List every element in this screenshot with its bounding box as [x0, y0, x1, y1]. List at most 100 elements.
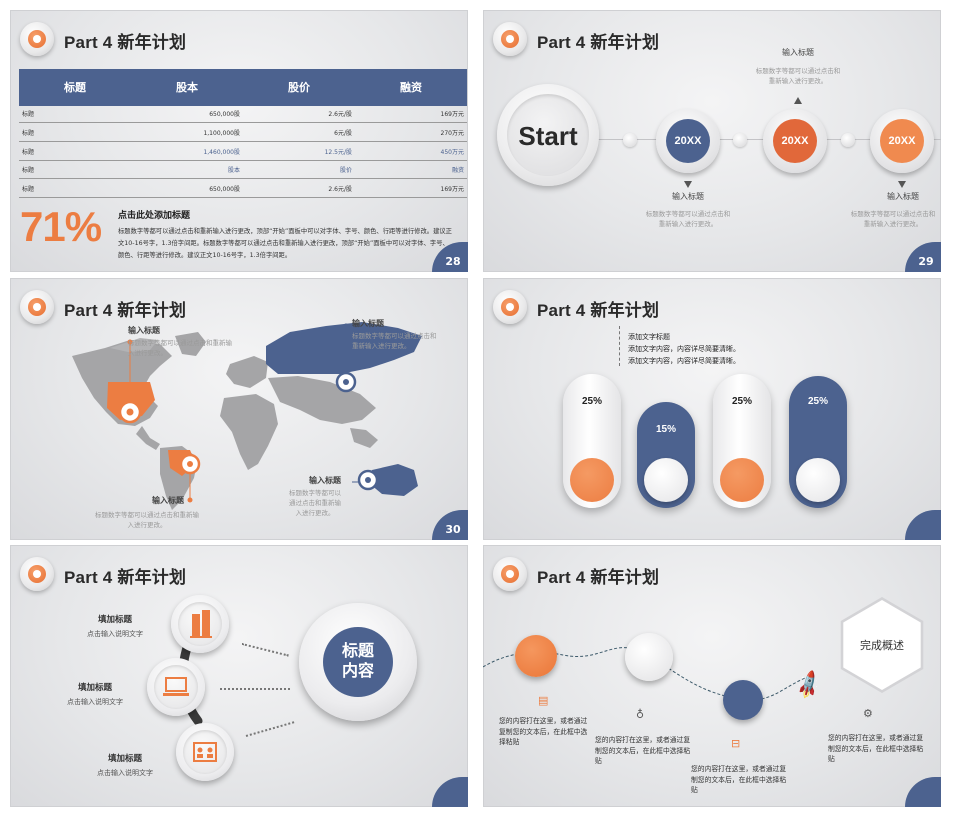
table-row: 标题 股本 股价 融资 [19, 162, 467, 179]
icon-circle[interactable] [147, 658, 205, 716]
cell: 融资 [451, 167, 464, 174]
target-icon [493, 557, 527, 591]
note-block[interactable]: 添加文字标题 添加文字内容，内容详尽简要清晰。 添加文字内容，内容详尽简要清晰。 [628, 331, 740, 367]
bar-value: 25% [581, 396, 602, 407]
target-icon [20, 290, 54, 324]
timeline-dot [733, 133, 747, 147]
australia-label[interactable]: 输入标题 [309, 476, 341, 485]
right-label[interactable]: 输入标题 [887, 192, 919, 201]
icon-circle[interactable] [171, 595, 229, 653]
desc-line: 入进行更改。 [127, 521, 167, 529]
slide-31[interactable]: Part 4 新年计划 添加文字标题 添加文字内容，内容详尽简要清晰。 添加文字… [483, 278, 941, 540]
building-icon [190, 610, 212, 638]
page-number: 29 [905, 242, 941, 272]
cell: 标题 [22, 149, 35, 156]
note-title: 添加文字标题 [628, 333, 670, 341]
cell: 270万元 [440, 130, 464, 137]
desc-line: 重新输入进行更改。 [863, 220, 923, 228]
slide-30[interactable]: Part 4 新年计划 [10, 278, 468, 540]
step-text[interactable]: 您的内容打在这里，或者通过复制您的文本后，在此框中选择粘贴 [691, 765, 787, 794]
center-ring[interactable]: 标题 内容 [299, 603, 417, 721]
desc-line: 标题数字等都可以通过点击和 [850, 210, 936, 218]
right-desc: 标题数字等都可以通过点击和 重新输入进行更改。 [838, 209, 941, 229]
step-text[interactable]: 您的内容打在这里，或者通过复制您的文本后，在此框中选择粘贴 [828, 734, 924, 763]
timeline-dot [623, 133, 637, 147]
center-line: 内容 [341, 661, 374, 680]
bar-bubble [720, 458, 764, 502]
cell: 450万元 [440, 149, 464, 156]
c2 [178, 602, 222, 646]
percent-bar[interactable]: 25% [789, 376, 847, 508]
item-title[interactable]: 填加标题 [107, 754, 142, 764]
desc-line: 标题数字等都可以通过点击和重新输 [128, 339, 232, 347]
note-line: 添加文字内容，内容详尽简要清晰。 [628, 345, 740, 353]
target-icon [20, 557, 54, 591]
cell: 1,460,000股 [203, 149, 240, 156]
slide-title: Part 4 新年计划 [537, 568, 660, 587]
cell: 标题 [22, 111, 35, 118]
cell: 标题 [22, 130, 35, 137]
col-header: 融资 [400, 81, 422, 94]
cell: 12.5元/股 [324, 149, 352, 156]
north-america-label[interactable]: 输入标题 [128, 326, 160, 335]
target-icon [493, 290, 527, 324]
slide-32[interactable]: Part 4 新年计划 填加标题 点击输入说明文字 填加标题 点击输入说明文字 … [10, 545, 468, 807]
bar-bubble [644, 458, 688, 502]
desc-line: 重新输入进行更改。 [768, 77, 828, 85]
step-circle[interactable] [515, 635, 557, 677]
start-inner: Start [507, 94, 589, 176]
slide-29[interactable]: Part 4 新年计划 Start 20XX 20XX 20XX 输入标题 标题… [483, 10, 941, 272]
center-line: 标题 [341, 641, 374, 660]
desc-line: 重新输入进行更改。 [658, 220, 718, 228]
top-label[interactable]: 输入标题 [782, 48, 814, 57]
start-label: Start [518, 121, 578, 151]
target-icon [20, 22, 54, 56]
cell: 标题 [22, 167, 35, 174]
hexagon[interactable] [843, 600, 921, 690]
node-label: 20XX [666, 119, 710, 163]
russia-label[interactable]: 输入标题 [352, 319, 384, 328]
step-circle[interactable] [625, 633, 673, 681]
cell: 2.6元/股 [328, 186, 352, 193]
percent-bar[interactable]: 25% [563, 374, 621, 508]
slide-title: Part 4 新年计划 [64, 568, 187, 587]
item-sub: 点击输入说明文字 [67, 698, 123, 706]
south-america-label[interactable]: 输入标题 [152, 496, 184, 505]
desc-line: 标题数字等都可以通过点击和 [755, 67, 841, 75]
item-title[interactable]: 填加标题 [77, 683, 112, 693]
cell: 169万元 [440, 111, 464, 118]
bar-value: 25% [731, 396, 752, 407]
start-circle[interactable]: Start [497, 84, 599, 186]
south-america-desc: 标题数字等都可以通过点击和重新输 入进行更改。 [72, 510, 222, 530]
timeline-node[interactable]: 20XX [656, 109, 720, 173]
desc-line: 通过点击和重新输 [289, 499, 341, 507]
arrow-down-icon [684, 181, 692, 188]
icon-circle[interactable] [176, 723, 234, 781]
c2 [183, 730, 227, 774]
north-america-desc: 标题数字等都可以通过点击和重新输 入进行更改。 [128, 338, 258, 358]
arrow-up-icon [794, 97, 802, 104]
desc-line: 重新输入进行更改。 [352, 342, 411, 350]
step-circle[interactable] [723, 680, 763, 720]
timeline-node[interactable]: 20XX [763, 109, 827, 173]
item-sub: 点击输入说明文字 [87, 630, 143, 638]
desc-line: 入进行更改。 [295, 509, 335, 517]
item-title[interactable]: 填加标题 [97, 615, 132, 625]
body-text[interactable]: 标题数字等都可以通过点击和重新输入进行更改，顶部“开始”面板中可以对字体、字号、… [118, 228, 452, 259]
document-icon: ▤ [538, 694, 549, 707]
cell: 标题 [22, 186, 35, 193]
slide-28[interactable]: Part 4 新年计划 标题 股本 股价 融资 标题 650,000股 2.6元/股… [10, 10, 468, 272]
left-label[interactable]: 输入标题 [672, 192, 704, 201]
percent-bar[interactable]: 15% [637, 402, 695, 508]
desc-line: 入进行更改。 [128, 349, 167, 357]
section-title[interactable]: 点击此处添加标题 [118, 211, 191, 221]
slide-title: Part 4 新年计划 [64, 301, 187, 320]
percent-bar[interactable]: 25% [713, 374, 771, 508]
timeline-node[interactable]: 20XX [870, 109, 934, 173]
step-text[interactable]: 您的内容打在这里，或者通过复制您的文本后，在此框中选择粘贴 [595, 736, 691, 765]
bar-value: 15% [655, 424, 676, 435]
bar-bubble [570, 458, 614, 502]
step-text[interactable]: 您的内容打在这里，或者通过复制您的文本后，在此框中选择粘贴 [499, 717, 588, 746]
slide-33[interactable]: Part 4 新年计划 🚀 完成概述 ▤ ♁ ⊟ ⚙ 您的内容打在这里，或者通过… [483, 545, 941, 807]
col-header: 股本 [176, 81, 198, 94]
